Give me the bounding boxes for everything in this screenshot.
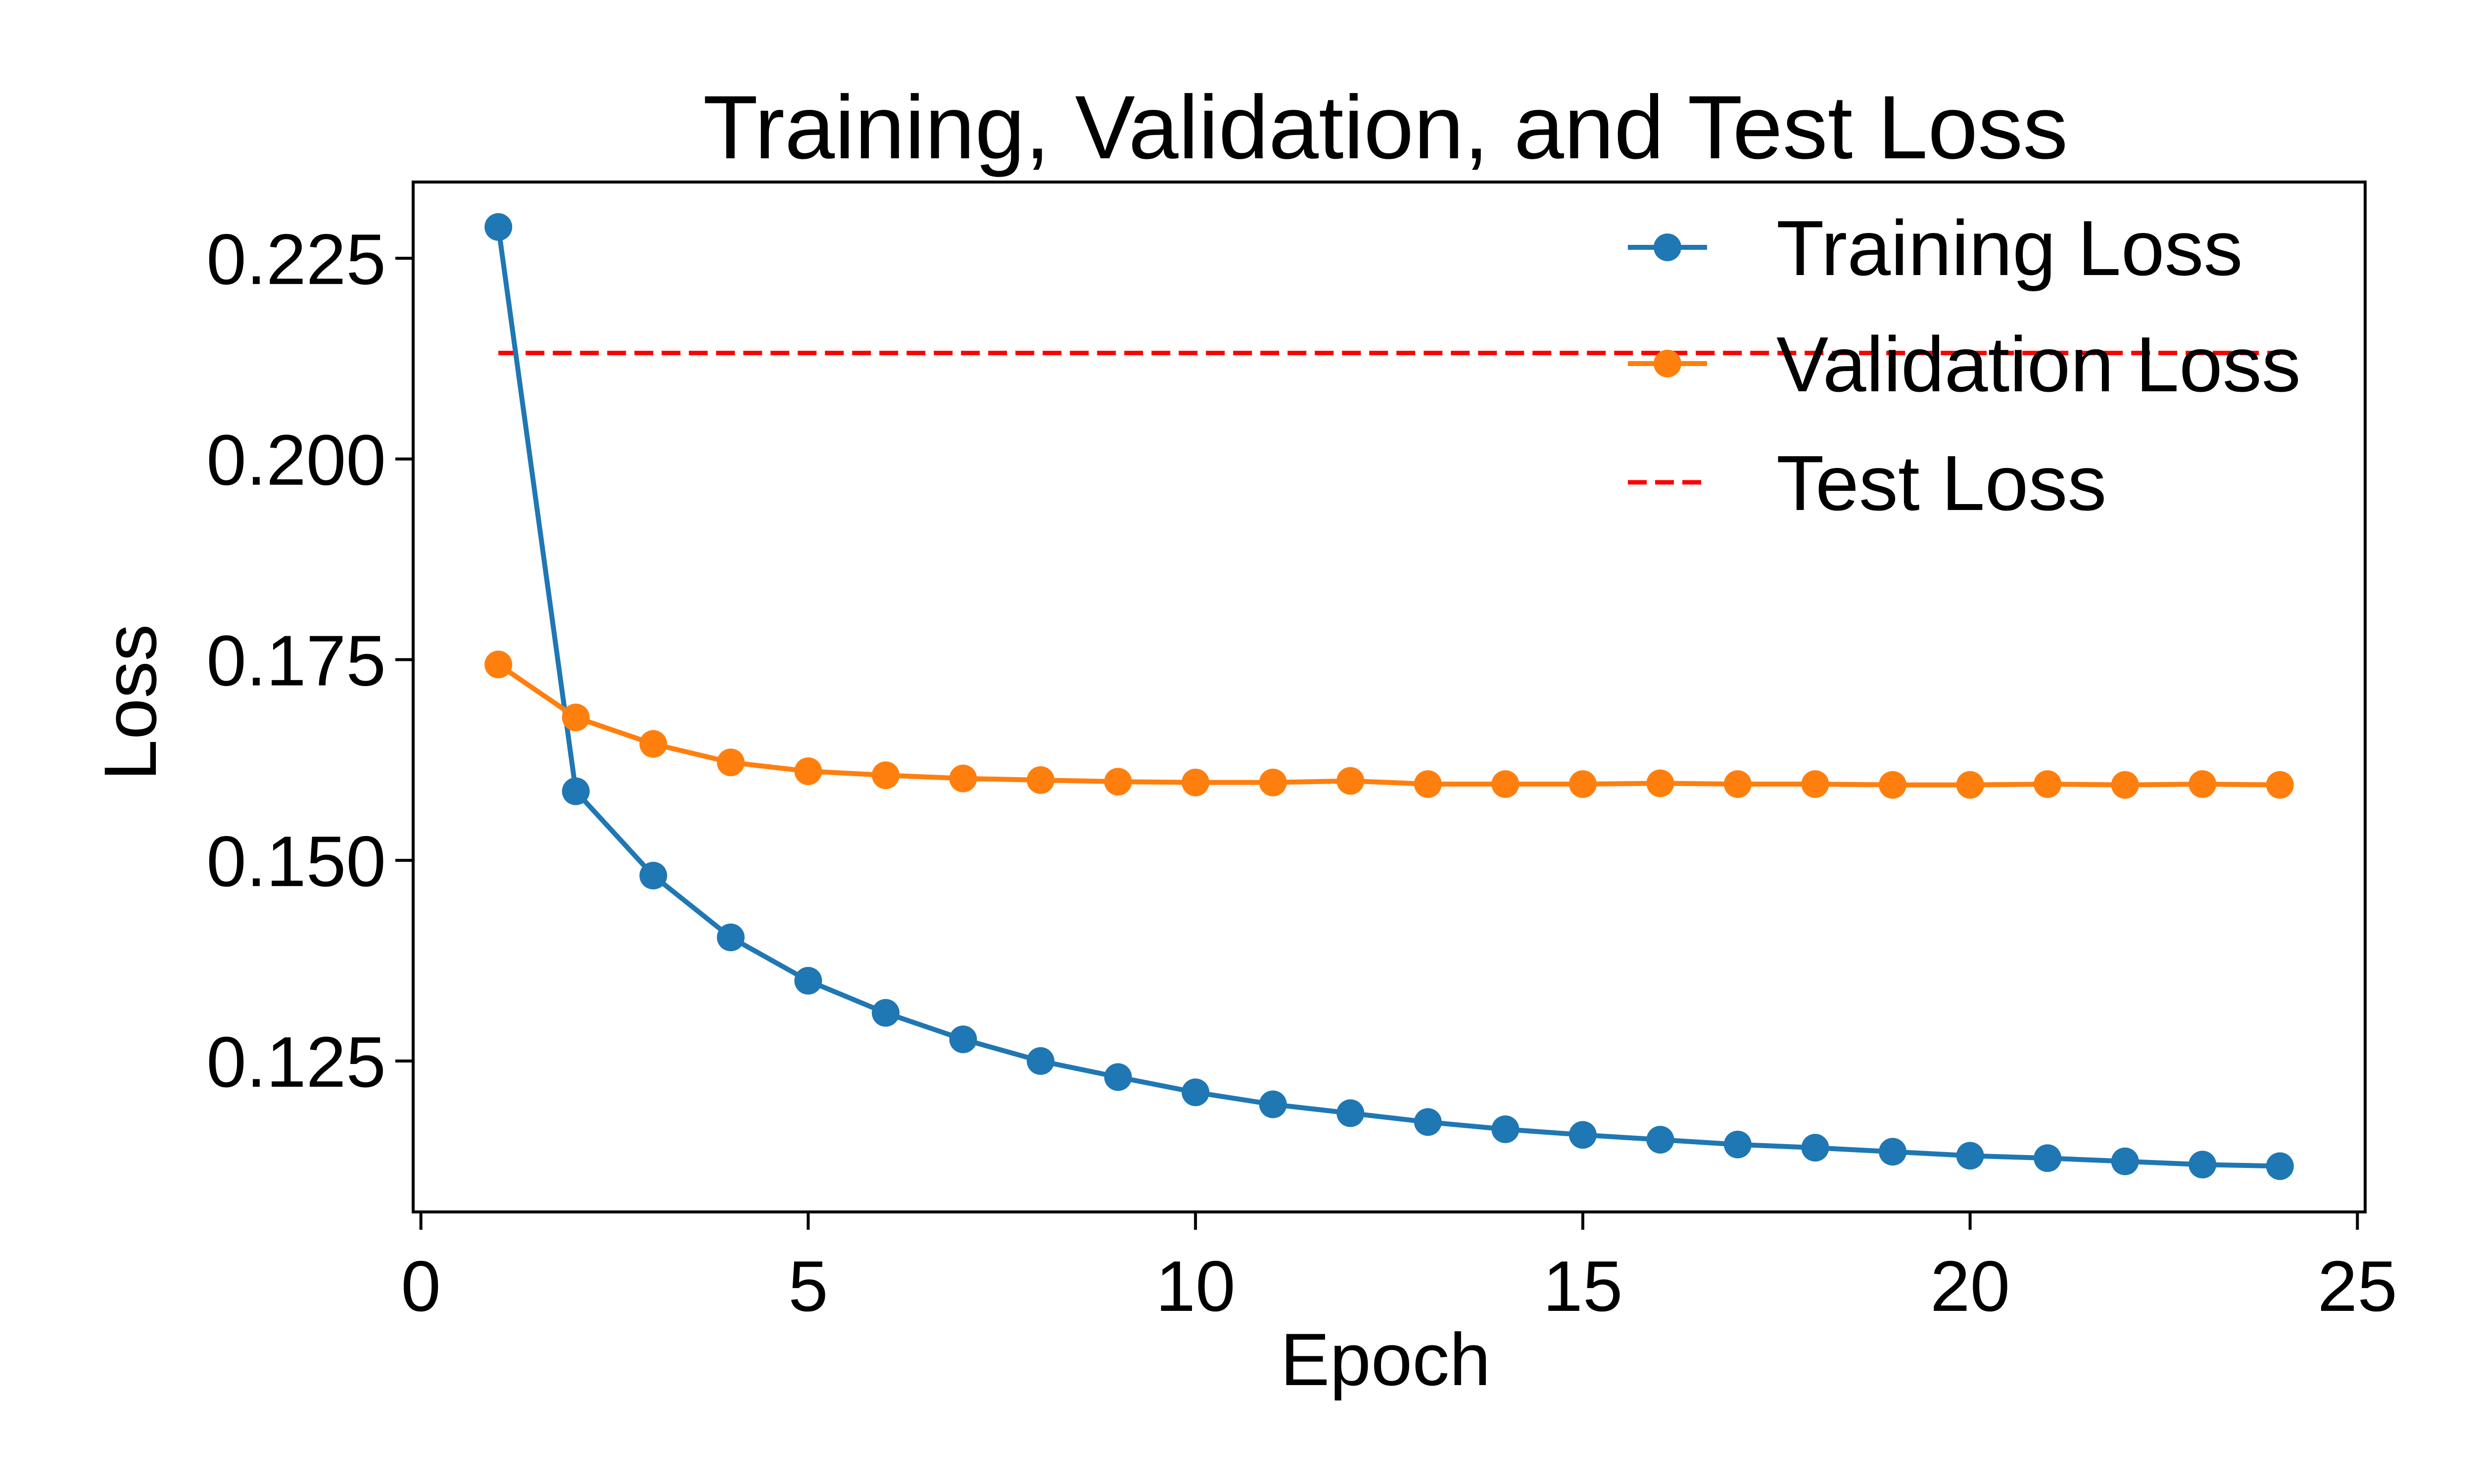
validation-loss-point [1491,770,1520,798]
validation-loss-point [1336,767,1365,795]
validation-loss-point [949,764,977,792]
training-loss-point [2189,1151,2217,1179]
training-loss-point [2266,1152,2294,1180]
training-loss-point [1956,1142,1984,1170]
training-loss-point [871,999,900,1027]
training-loss-point [1414,1108,1442,1136]
x-axis: 0 5 10 15 20 25 [401,1212,2397,1326]
validation-loss-point [1956,771,1984,799]
validation-loss-point [1646,769,1674,797]
training-loss-point [2111,1147,2139,1175]
training-loss-point [1259,1090,1287,1118]
y-tick-label: 0.125 [206,1022,386,1102]
training-loss-point [1801,1134,1829,1162]
y-axis-label: Loss [89,624,172,781]
validation-loss-point [2111,771,2139,799]
y-tick-label: 0.200 [206,420,386,500]
training-loss-point [1491,1115,1520,1143]
legend-training-loss-marker [1654,233,1681,261]
training-loss-point [639,862,667,890]
validation-loss-point [716,748,745,777]
legend-validation-loss-marker [1654,350,1681,377]
validation-loss-point [562,703,590,732]
x-tick-label: 25 [2318,1246,2397,1326]
validation-loss-point [871,761,900,789]
validation-loss-point [1879,771,1907,799]
chart-title: Training, Validation, and Test Loss [703,77,2068,178]
validation-loss-point [1569,770,1597,798]
training-loss-point [1336,1099,1365,1127]
training-loss-point [716,924,745,952]
validation-loss-point [1104,768,1132,796]
training-loss-point [1104,1063,1132,1091]
y-tick-label: 0.175 [206,621,386,701]
validation-loss-point [1801,770,1829,798]
validation-loss-point [1723,770,1752,798]
legend-test-loss-label: Test Loss [1776,440,2106,527]
x-tick-label: 10 [1155,1246,1235,1326]
legend-validation-loss-label: Validation Loss [1776,321,2301,408]
validation-loss-point [2266,771,2294,799]
y-tick-label: 0.150 [206,821,386,901]
x-tick-label: 5 [788,1246,828,1326]
validation-loss-point [1259,768,1287,796]
training-loss-point [1182,1078,1210,1107]
training-loss-point [1027,1047,1055,1075]
x-tick-label: 0 [401,1246,441,1326]
training-loss-point [794,967,822,995]
training-loss-point [562,777,590,805]
training-loss-point [1569,1121,1597,1149]
x-tick-label: 15 [1543,1246,1622,1326]
axes-frame [412,181,2367,1213]
training-loss-point [1646,1125,1674,1154]
validation-loss-point [639,730,667,758]
training-loss-point [2034,1144,2062,1172]
training-loss-point [1879,1138,1907,1166]
validation-loss-point [2189,770,2217,798]
training-loss-point [484,213,513,241]
validation-loss-point [1414,770,1442,798]
x-axis-label: Epoch [1280,1318,1490,1401]
legend-training-loss-label: Training Loss [1776,205,2243,292]
y-tick-label: 0.225 [206,219,386,299]
validation-loss-point [1182,768,1210,796]
training-loss-point [949,1025,977,1054]
plot-area [484,213,2294,1180]
legend: Training Loss Validation Loss Test Loss [1628,205,2301,527]
training-loss-point [1723,1130,1752,1159]
validation-loss-line [497,662,2280,788]
validation-loss-point [1027,766,1055,794]
x-tick-label: 20 [1930,1246,2010,1326]
validation-loss-point [484,650,513,679]
y-axis: 0.125 0.150 0.175 0.200 0.225 [206,219,413,1102]
validation-loss-point [794,757,822,786]
validation-loss-point [2034,770,2062,798]
